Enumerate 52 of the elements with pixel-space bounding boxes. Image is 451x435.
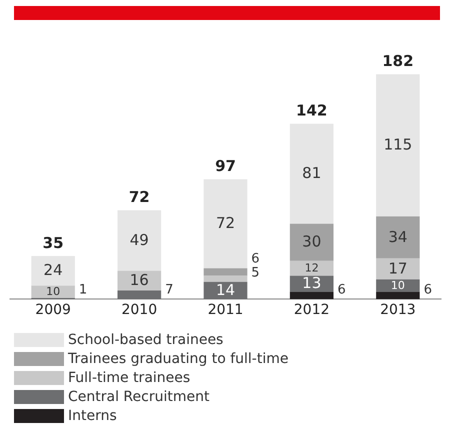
bar [204,179,248,268]
total-label: 142 [296,102,328,120]
data-label: 12 [304,262,319,275]
bar [204,276,248,282]
data-label: 72 [216,214,236,232]
bar [290,224,334,261]
total-label: 35 [42,234,64,252]
data-label: 115 [384,136,412,154]
x-tick-label: 2010 [121,302,158,318]
legend-label: Trainees graduating to full-time [68,350,288,366]
data-label: 5 [251,265,260,280]
bar [290,124,334,224]
total-label: 97 [215,157,236,176]
bar [376,216,420,258]
x-tick-label: 2013 [380,302,416,318]
legend-label: School-based trainees [68,332,224,348]
bar [376,292,420,300]
x-tick-label: 2012 [294,302,330,318]
bar [376,279,420,292]
data-label: 6 [424,282,432,298]
bar [31,286,75,298]
data-label: 6 [338,282,346,298]
data-label: 16 [130,271,149,290]
bar [117,210,162,271]
data-label: 6 [251,251,260,266]
bar [290,292,334,300]
legend-label: Central Recruitment [68,388,210,404]
data-label: 30 [302,232,322,251]
bar [290,276,334,292]
bar [117,290,162,300]
bar [204,268,248,276]
bar [376,74,420,216]
data-label: 49 [130,230,149,249]
data-label: 14 [216,280,236,299]
data-label: 10 [46,285,60,298]
data-label: 17 [388,259,408,278]
data-label: 81 [302,164,322,182]
bar [290,260,334,276]
total-label: 72 [128,188,150,206]
x-tick-label: 2011 [208,302,244,318]
legend-label: Full-time trainees [68,370,190,386]
bar [376,258,420,280]
data-label: 10 [390,278,405,292]
x-tick-label: 2009 [35,302,71,318]
bar [31,256,75,286]
data-label: 1 [78,282,88,298]
legend-label: Interns [68,408,117,424]
data-label: 7 [165,282,174,298]
data-label: 24 [44,261,63,280]
total-label: 182 [382,52,414,70]
data-label: 13 [302,274,322,292]
data-label: 34 [388,228,408,246]
